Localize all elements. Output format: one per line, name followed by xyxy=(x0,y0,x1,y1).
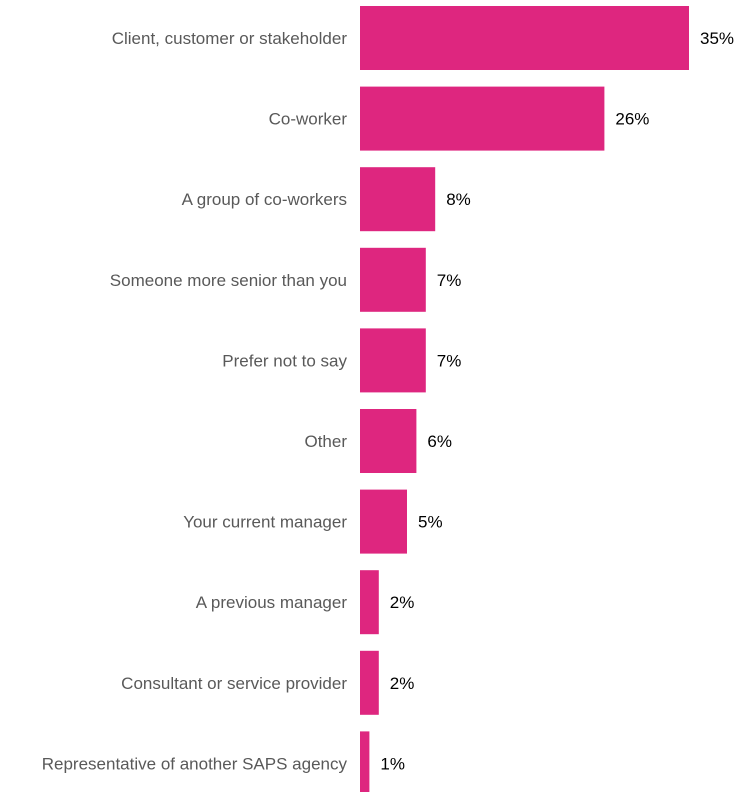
bar-9 xyxy=(360,731,370,792)
category-label-6: Your current manager xyxy=(183,513,347,532)
bar-8 xyxy=(360,650,379,715)
category-label-1: Co-worker xyxy=(269,110,348,129)
value-label-7: 2% xyxy=(390,593,415,612)
bar-5 xyxy=(360,409,417,473)
value-label-4: 7% xyxy=(437,351,462,370)
category-label-2: A group of co-workers xyxy=(182,190,347,209)
category-labels: Client, customer or stakeholder Co-worker… xyxy=(42,29,348,773)
bar-0 xyxy=(360,6,689,70)
bars-layer xyxy=(360,6,689,792)
value-labels: 35% 26% 8% 7% 7% 6% 5% 2% 2% 1% xyxy=(380,29,734,773)
value-label-8: 2% xyxy=(390,674,415,693)
bar-4 xyxy=(360,328,426,393)
bar-6 xyxy=(360,489,407,554)
bar-1 xyxy=(360,86,605,151)
value-label-5: 6% xyxy=(427,432,452,451)
category-label-0: Client, customer or stakeholder xyxy=(112,29,348,48)
value-label-6: 5% xyxy=(418,513,443,532)
bar-2 xyxy=(360,167,436,232)
value-label-9: 1% xyxy=(380,754,405,773)
category-label-7: A previous manager xyxy=(196,593,348,612)
category-label-4: Prefer not to say xyxy=(222,351,347,370)
category-label-8: Consultant or service provider xyxy=(121,674,347,693)
bar-7 xyxy=(360,570,379,635)
value-label-1: 26% xyxy=(615,110,649,129)
bar-3 xyxy=(360,247,426,312)
category-label-3: Someone more senior than you xyxy=(110,271,347,290)
value-label-0: 35% xyxy=(700,29,734,48)
category-label-9: Representative of another SAPS agency xyxy=(42,754,348,773)
category-label-5: Other xyxy=(304,432,347,451)
value-label-3: 7% xyxy=(437,271,462,290)
value-label-2: 8% xyxy=(446,190,471,209)
